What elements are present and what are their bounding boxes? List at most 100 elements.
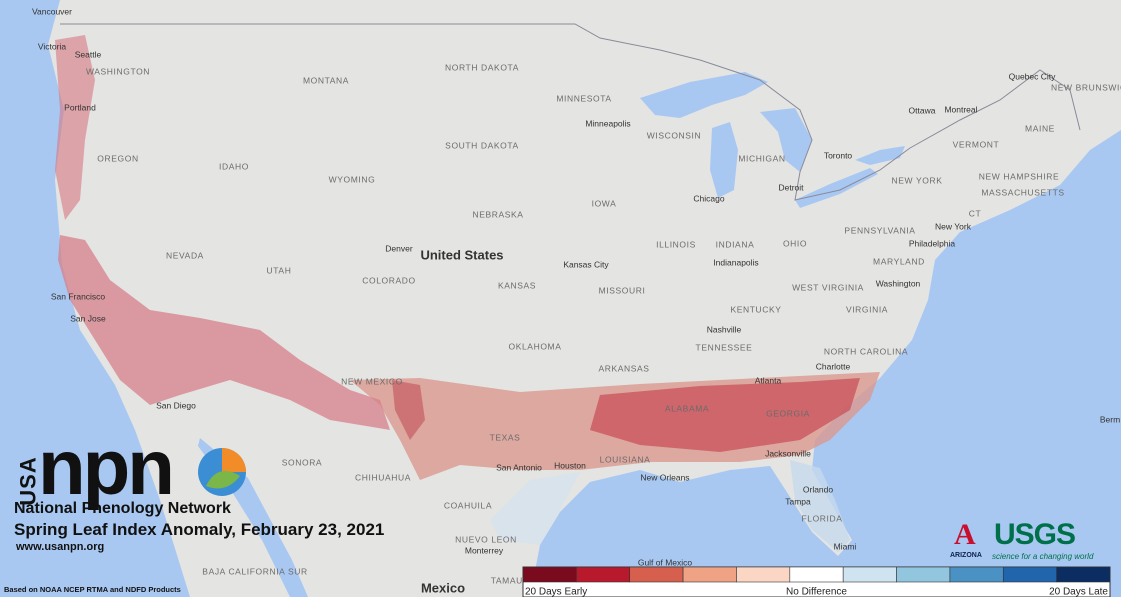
city-label: Orlando (803, 484, 834, 494)
region-label: CT (969, 208, 982, 218)
region-label: MARYLAND (873, 256, 925, 266)
lake-superior (640, 72, 768, 118)
country-label: Mexico (421, 580, 465, 595)
region-label: MICHIGAN (738, 153, 785, 163)
city-label: Seattle (75, 49, 102, 59)
city-label: Jacksonville (765, 448, 811, 458)
region-label: OREGON (97, 153, 138, 163)
region-label: ILLINOIS (656, 239, 696, 249)
globe-leaf (222, 448, 246, 472)
region-label: IOWA (592, 198, 617, 208)
city-label: Chicago (693, 193, 724, 203)
city-label: Minneapolis (585, 118, 630, 128)
region-label: ALABAMA (665, 403, 709, 413)
legend-swatch (842, 566, 897, 583)
region-label: VIRGINIA (846, 304, 888, 314)
region-label: UTAH (267, 265, 292, 275)
region-label: FLORIDA (801, 513, 842, 523)
partner-logos: A ARIZONA USGS science for a changing wo… (948, 518, 1113, 565)
region-label: BAJA CALIFORNIA SUR (202, 566, 307, 576)
city-label: New Orleans (640, 472, 689, 482)
city-label: Detroit (778, 182, 804, 192)
city-label: Toronto (824, 150, 853, 160)
region-label: ARKANSAS (598, 363, 649, 373)
legend-swatch (1002, 566, 1057, 583)
land (48, 0, 1121, 597)
legend-label: 20 Days Late (1049, 587, 1108, 597)
city-label: Portland (64, 102, 96, 112)
region-label: SONORA (282, 457, 322, 467)
lake-huron (760, 108, 812, 172)
region-label: TENNESSEE (696, 342, 753, 352)
website: www.usanpn.org (16, 541, 105, 553)
city-label: Monterrey (465, 545, 504, 555)
legend-swatch (1056, 566, 1111, 583)
region-label: MINNESOTA (556, 93, 611, 103)
region-label: MONTANA (303, 75, 349, 85)
region-label: LOUISIANA (600, 454, 651, 464)
region-label: GEORGIA (766, 408, 810, 418)
globe-leaf (206, 470, 240, 489)
region-label: NEW HAMPSHIRE (979, 171, 1060, 181)
region-label: WYOMING (329, 174, 376, 184)
region-label: WISCONSIN (647, 130, 702, 140)
legend-swatch (629, 566, 684, 583)
region-label: TAMAULIPAS (491, 575, 550, 585)
arizona-text: ARIZONA (950, 552, 982, 559)
city-label: San Diego (156, 400, 196, 410)
npn-globe (198, 448, 246, 496)
region-label: WASHINGTON (86, 66, 150, 76)
legend-label: No Difference (786, 587, 847, 597)
region-label: COLORADO (362, 275, 415, 285)
anomaly-overlay (55, 35, 880, 552)
region-label: NEBRASKA (472, 209, 523, 219)
border (60, 23, 1081, 201)
city-label: Vancouver (32, 6, 72, 16)
map-labels: Vancouver Victoria Seattle WASHINGTON Portla… (32, 6, 1121, 595)
legend-swatch (736, 566, 791, 583)
city-label: Quebec City (1009, 71, 1057, 81)
region-label: OKLAHOMA (509, 341, 562, 351)
npn-acronym: npn (38, 423, 175, 511)
region-label: MISSOURI (599, 285, 646, 295)
city-label: Nashville (707, 324, 742, 334)
legend-swatch (682, 566, 737, 583)
region-label: CHIHUAHUA (355, 472, 411, 482)
legend-swatch (789, 566, 844, 583)
legend-swatch (522, 566, 577, 583)
legend-swatch (576, 566, 631, 583)
city-label: Charlotte (816, 361, 851, 371)
region-label: VERMONT (953, 139, 1000, 149)
city-label: Gulf of Mexico (638, 557, 693, 567)
region-label: MASSACHUSETTS (981, 187, 1064, 197)
city-label: San Jose (70, 313, 106, 323)
city-label: Miami (834, 541, 857, 551)
city-label: Victoria (38, 41, 66, 51)
region-label: NEW BRUNSWICK (1051, 82, 1121, 92)
city-label: Ottawa (909, 105, 936, 115)
region-label: COAHUILA (444, 500, 492, 510)
region-label: KENTUCKY (730, 304, 781, 314)
region-label: NORTH DAKOTA (445, 62, 519, 72)
lake-erie (795, 168, 878, 208)
legend: 20 Days Early No Difference 20 Days Late (522, 566, 1111, 597)
country-label: United States (420, 247, 503, 262)
usgs-tagline: science for a changing world (992, 552, 1094, 561)
city-label: Denver (385, 243, 413, 253)
region-label: NUEVO LEON (455, 534, 517, 544)
lake-michigan (710, 122, 738, 198)
city-label: Berm (1100, 414, 1120, 424)
legend-label: 20 Days Early (525, 587, 587, 597)
region-label: WEST VIRGINIA (792, 282, 864, 292)
city-label: Tampa (785, 496, 811, 506)
city-label: Houston (554, 460, 586, 470)
region-label: OHIO (783, 238, 807, 248)
region-label: SOUTH DAKOTA (445, 140, 519, 150)
city-label: Philadelphia (909, 238, 956, 248)
region-label: NEW MEXICO (341, 376, 403, 386)
npn-logo: USA npn National Phenology Network Sprin… (14, 423, 434, 560)
region-label: NEVADA (166, 250, 204, 260)
region-label: NORTH CAROLINA (824, 346, 908, 356)
legend-swatch (896, 566, 951, 583)
